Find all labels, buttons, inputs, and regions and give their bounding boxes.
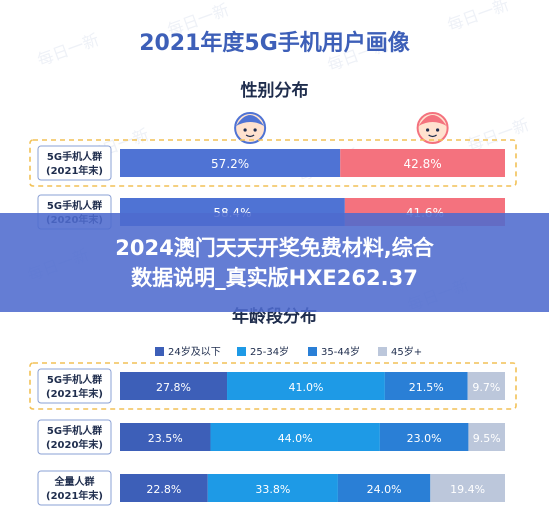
female-bar [340, 149, 505, 177]
legend-item: 35-44岁 [308, 345, 360, 358]
age-bar-value: 9.7% [472, 381, 500, 394]
group-label-line: (2021年末) [46, 387, 103, 400]
age-row-label: 全量人群(2021年末) [37, 470, 112, 506]
avatar-eye [426, 128, 430, 132]
gender-bar-value: 57.2% [211, 157, 249, 171]
legend-label: 35-44岁 [321, 345, 360, 358]
group-label-box [37, 145, 112, 181]
age-bar-value: 24.0% [367, 483, 402, 496]
age-bar-value: 41.0% [288, 381, 323, 394]
age-bar-value: 44.0% [278, 432, 313, 445]
age-bar-value: 22.8% [146, 483, 181, 496]
avatar-eye [253, 128, 257, 132]
age-row-label: 5G手机人群(2021年末) [37, 368, 112, 404]
age-bar-segment [210, 423, 380, 451]
group-label-line: 全量人群 [54, 475, 95, 488]
age-bar-segment [384, 372, 468, 400]
avatar-eye [243, 128, 247, 132]
legend-swatch [237, 347, 246, 356]
age-bar-segment [120, 372, 228, 400]
avatar-hair [418, 115, 447, 126]
page-title: 2021年度5G手机用户画像 [139, 30, 411, 56]
legend-swatch [378, 347, 387, 356]
age-bar-segment [467, 372, 505, 400]
group-label-line: (2021年末) [46, 164, 103, 177]
avatar-hair [236, 115, 265, 126]
legend-label: 25-34岁 [250, 345, 289, 358]
legend-item: 45岁+ [378, 345, 422, 358]
highlight-dashed-box [29, 139, 517, 187]
age-bar-segment [207, 474, 338, 502]
legend-label: 45岁+ [391, 345, 422, 358]
avatar-mouth [245, 134, 255, 138]
age-bar-segment [379, 423, 469, 451]
group-label-box [37, 419, 112, 455]
overlay-banner: 2024澳门天天开奖免费材料,综合 数据说明_真实版HXE262.37 [0, 213, 549, 312]
age-bar-segment [337, 474, 431, 502]
group-label-line: 5G手机人群 [47, 424, 102, 437]
age-row-label: 5G手机人群(2020年末) [37, 419, 112, 455]
avatar-eye [436, 128, 440, 132]
male-bar [120, 149, 341, 177]
age-bar-value: 23.5% [148, 432, 183, 445]
group-label-box [37, 470, 112, 506]
group-label-line: (2020年末) [46, 438, 103, 451]
legend-swatch [155, 347, 164, 356]
overlay-line-2: 数据说明_真实版HXE262.37 [131, 265, 418, 290]
highlight-dashed-box [29, 362, 517, 410]
group-label-box [37, 368, 112, 404]
age-bar-segment [120, 423, 211, 451]
male-avatar-icon [234, 112, 267, 144]
legend-item: 25-34岁 [237, 345, 289, 358]
group-label-line: 5G手机人群 [47, 373, 102, 386]
overlay-line-1: 2024澳门天天开奖免费材料,综合 [115, 235, 434, 260]
legend-item: 24岁及以下 [155, 345, 221, 358]
legend-swatch [308, 347, 317, 356]
age-bar-value: 23.0% [407, 432, 442, 445]
legend-label: 24岁及以下 [168, 345, 221, 358]
age-bar-segment [227, 372, 385, 400]
age-bar-segment [430, 474, 505, 502]
age-bar-value: 21.5% [409, 381, 444, 394]
watermark-text: 每日一新 [35, 30, 102, 70]
age-bar-value: 27.8% [156, 381, 191, 394]
gender-bar-value: 42.8% [404, 157, 442, 171]
age-bar-segment [468, 423, 505, 451]
avatar-mouth [428, 134, 437, 138]
age-bar-value: 33.8% [255, 483, 290, 496]
group-label-line: (2021年末) [46, 489, 103, 502]
group-label-line: 5G手机人群 [47, 199, 102, 212]
female-avatar-icon [416, 112, 449, 144]
age-bar-value: 9.5% [473, 432, 501, 445]
gender-row-label: 5G手机人群(2021年末) [37, 145, 112, 181]
group-label-line: 5G手机人群 [47, 150, 102, 163]
age-bar-segment [120, 474, 208, 502]
watermark-text: 每日一新 [465, 115, 532, 155]
watermark-text: 每日一新 [445, 0, 512, 35]
age-bar-value: 19.4% [450, 483, 485, 496]
gender-chart-title: 性别分布 [241, 80, 309, 101]
